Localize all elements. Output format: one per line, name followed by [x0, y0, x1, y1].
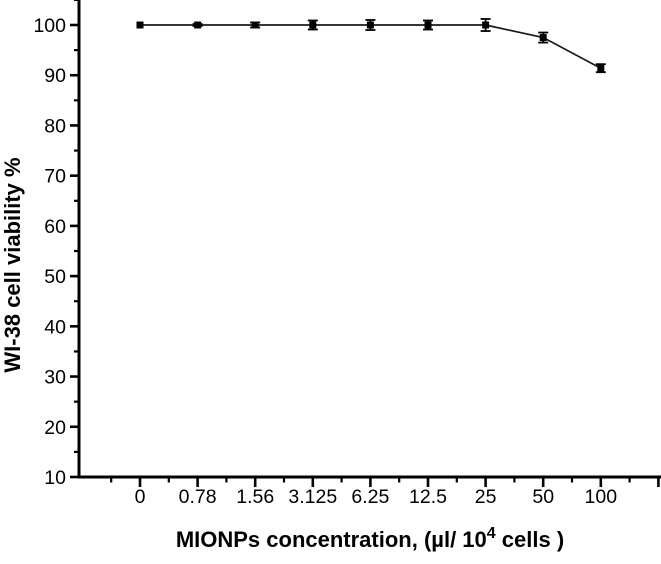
- y-tick-label: 50: [44, 266, 66, 288]
- x-tick-label: 0.78: [179, 486, 217, 508]
- y-tick-label: 100: [33, 15, 66, 37]
- x-tick-label: 50: [532, 486, 554, 508]
- y-tick-label: 30: [44, 367, 66, 389]
- data-point-marker: [597, 64, 605, 72]
- x-tick-label: 3.125: [288, 486, 337, 508]
- y-tick-label: 40: [44, 316, 66, 338]
- data-point-marker: [309, 21, 317, 29]
- data-point-marker: [251, 21, 259, 29]
- x-axis-title-text-suffix: cells ): [495, 527, 565, 552]
- x-tick-label: 1.56: [236, 486, 274, 508]
- data-point-marker: [194, 21, 202, 29]
- x-tick-label: 12.5: [409, 486, 447, 508]
- data-point-marker: [136, 21, 144, 29]
- x-tick-label: 0: [135, 486, 146, 508]
- y-tick-label: 60: [44, 216, 66, 238]
- x-axis-title-text: MIONPs concentration, (µl/ 10: [175, 527, 487, 552]
- y-tick-label: 20: [44, 417, 66, 439]
- x-axis-title-superscript: 4: [486, 525, 496, 542]
- x-tick-label: 100: [585, 486, 618, 508]
- x-tick-label: 6.25: [351, 486, 389, 508]
- y-axis-title: WI-38 cell viability %: [0, 157, 25, 373]
- y-tick-label: 90: [44, 65, 66, 87]
- y-tick-label: 10: [44, 467, 66, 489]
- data-point-marker: [539, 34, 547, 42]
- data-line: [140, 24, 602, 69]
- x-tick-label: 25: [475, 486, 497, 508]
- data-point-marker: [482, 21, 490, 29]
- x-axis-title: MIONPs concentration, (µl/ 104 cells ): [79, 525, 661, 553]
- data-point-marker: [366, 21, 374, 29]
- data-point-marker: [424, 21, 432, 29]
- y-tick-label: 70: [44, 166, 66, 188]
- y-tick-label: 80: [44, 115, 66, 137]
